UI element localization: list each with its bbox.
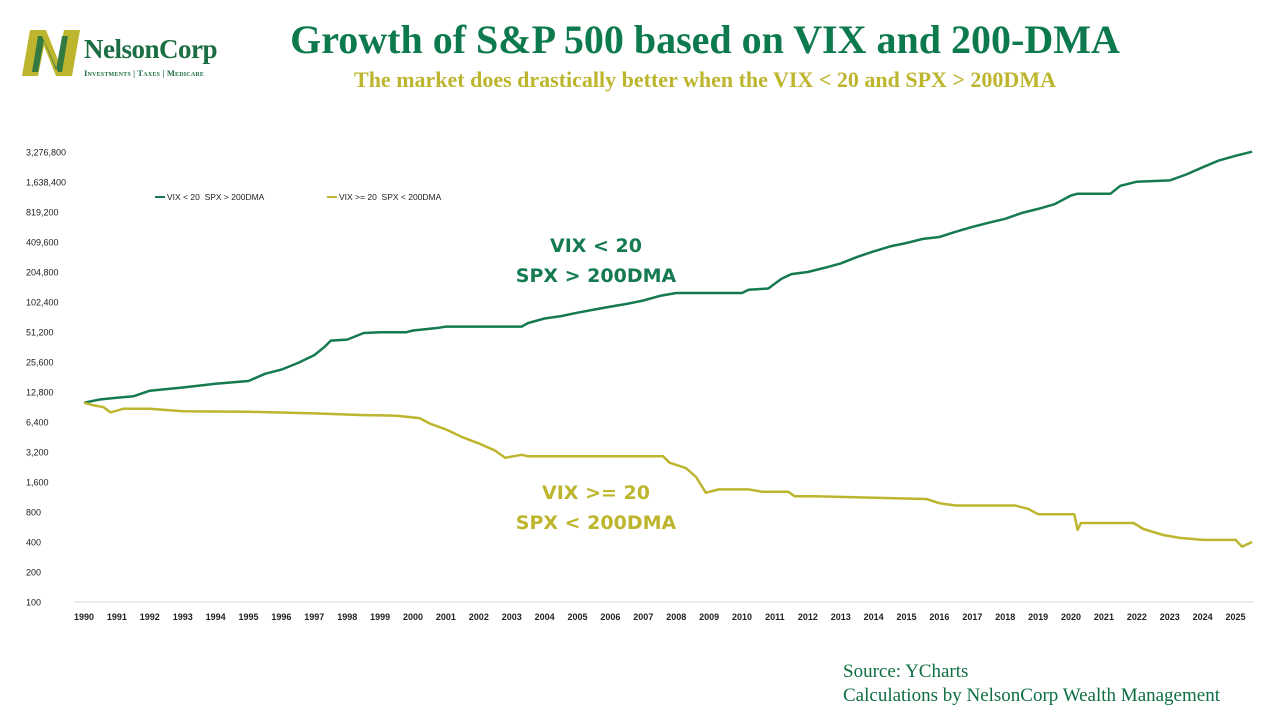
x-tick-label: 1992 — [140, 612, 160, 622]
source-note: Source: YCharts Calculations by NelsonCo… — [843, 660, 1220, 708]
x-tick-label: 2006 — [600, 612, 620, 622]
logo-name: NelsonCorp — [84, 34, 218, 64]
x-tick-label: 1998 — [337, 612, 357, 622]
y-tick-label: 400 — [26, 538, 41, 548]
x-tick-label: 2016 — [929, 612, 949, 622]
x-tick-label: 1993 — [173, 612, 193, 622]
x-tick-label: 2022 — [1127, 612, 1147, 622]
y-tick-label: 12,800 — [26, 388, 54, 398]
x-tick-label: 2009 — [699, 612, 719, 622]
x-tick-label: 2012 — [798, 612, 818, 622]
legend-label: VIX < 20 SPX > 200DMA — [167, 192, 265, 202]
x-tick-label: 2023 — [1160, 612, 1180, 622]
x-tick-label: 2015 — [897, 612, 917, 622]
x-tick-label: 2003 — [502, 612, 522, 622]
series-annotation: VIX < 20 — [550, 235, 642, 257]
x-tick-label: 2013 — [831, 612, 851, 622]
y-tick-label: 819,200 — [26, 208, 59, 218]
x-tick-label: 2008 — [666, 612, 686, 622]
x-tick-label: 2001 — [436, 612, 456, 622]
chart-title: Growth of S&P 500 based on VIX and 200-D… — [290, 17, 1120, 62]
series-annotation: VIX >= 20 — [542, 482, 650, 504]
x-tick-label: 1997 — [304, 612, 324, 622]
x-tick-label: 2002 — [469, 612, 489, 622]
x-tick-label: 2010 — [732, 612, 752, 622]
x-tick-label: 2017 — [962, 612, 982, 622]
x-tick-label: 1990 — [74, 612, 94, 622]
y-tick-label: 1,638,400 — [26, 178, 66, 188]
y-tick-label: 409,600 — [26, 238, 59, 248]
x-tick-label: 2000 — [403, 612, 423, 622]
x-tick-label: 2014 — [864, 612, 884, 622]
y-tick-label: 100 — [26, 598, 41, 608]
x-tick-label: 1994 — [206, 612, 226, 622]
x-tick-label: 2024 — [1193, 612, 1213, 622]
x-tick-label: 2005 — [568, 612, 588, 622]
chart-subtitle: The market does drastically better when … — [354, 67, 1056, 92]
x-tick-label: 2004 — [535, 612, 555, 622]
series-annotation: SPX > 200DMA — [516, 265, 677, 287]
y-tick-label: 102,400 — [26, 298, 59, 308]
legend-label: VIX >= 20 SPX < 200DMA — [339, 192, 442, 202]
x-tick-label: 1999 — [370, 612, 390, 622]
y-tick-label: 6,400 — [26, 418, 49, 428]
x-tick-label: 2011 — [765, 612, 785, 622]
series-annotation: SPX < 200DMA — [516, 512, 677, 534]
series-line-vix-above-20 — [83, 401, 1253, 548]
x-tick-label: 1991 — [107, 612, 127, 622]
y-tick-label: 51,200 — [26, 328, 54, 338]
x-tick-label: 1995 — [238, 612, 258, 622]
x-tick-label: 2019 — [1028, 612, 1048, 622]
x-tick-label: 2021 — [1094, 612, 1114, 622]
x-tick-label: 1996 — [271, 612, 291, 622]
y-tick-label: 25,600 — [26, 358, 54, 368]
nelsoncorp-logo — [20, 26, 230, 82]
x-tick-label: 2018 — [995, 612, 1015, 622]
x-tick-label: 2020 — [1061, 612, 1081, 622]
y-tick-label: 3,276,800 — [26, 148, 66, 158]
source-line: Source: YCharts — [843, 661, 969, 682]
y-tick-label: 1,600 — [26, 478, 49, 488]
logo-n-mark-icon — [22, 30, 80, 76]
y-tick-label: 204,800 — [26, 268, 59, 278]
y-tick-label: 800 — [26, 508, 41, 518]
logo-tagline: Investments | Taxes | Medicare — [84, 68, 205, 78]
series-line-vix-below-20 — [83, 150, 1253, 404]
calculations-line: Calculations by NelsonCorp Wealth Manage… — [843, 685, 1220, 706]
y-tick-label: 3,200 — [26, 448, 49, 458]
y-tick-label: 200 — [26, 568, 41, 578]
x-tick-label: 2007 — [633, 612, 653, 622]
x-tick-label: 2025 — [1226, 612, 1246, 622]
